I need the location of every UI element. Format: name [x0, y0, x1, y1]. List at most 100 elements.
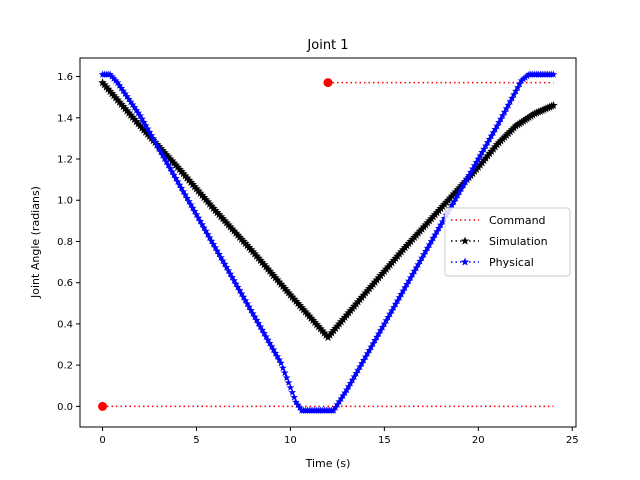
data-point-simulation [244, 243, 254, 252]
data-point-simulation [102, 82, 111, 91]
data-point-simulation [145, 131, 154, 140]
data-point-physical [228, 273, 236, 281]
data-point-physical [187, 200, 195, 209]
data-point-simulation [248, 247, 258, 256]
data-point-simulation [549, 100, 558, 110]
legend-marker-physical [460, 257, 470, 266]
y-tick-label: 1.2 [57, 155, 73, 166]
data-point-simulation [105, 86, 115, 96]
x-tick-label: 0 [99, 435, 105, 446]
data-point-physical [166, 164, 174, 172]
data-point-physical [188, 204, 197, 212]
data-point-physical [172, 174, 180, 182]
y-tick-label: 0.6 [57, 278, 73, 289]
data-point-simulation [286, 290, 295, 299]
data-point-physical [162, 157, 171, 166]
series-physical [98, 70, 558, 414]
data-point-physical [140, 118, 148, 126]
data-point-simulation [124, 108, 134, 117]
data-point-simulation [519, 116, 528, 125]
data-point-simulation [256, 255, 265, 265]
data-point-physical [121, 89, 129, 97]
data-point-simulation [210, 206, 220, 215]
data-point-physical [202, 227, 210, 235]
data-point-physical [141, 121, 150, 129]
legend-marker-simulation [460, 236, 470, 245]
data-point-physical [115, 81, 124, 89]
data-point-physical [512, 87, 520, 95]
data-point-physical [284, 378, 293, 386]
data-point-physical [220, 260, 229, 268]
data-point-simulation [169, 158, 179, 167]
data-point-physical [245, 303, 253, 311]
data-point-physical [211, 243, 220, 251]
data-point-physical [198, 220, 206, 228]
data-point-physical [177, 184, 186, 192]
data-point-physical [147, 131, 156, 139]
data-point-physical [498, 111, 507, 119]
data-point-physical [215, 250, 223, 258]
data-point-physical [267, 342, 276, 350]
data-point-physical [158, 151, 167, 159]
x-axis: 0 5 10 15 20 25 [99, 427, 579, 446]
chart-title: Joint 1 [306, 38, 348, 53]
data-point-simulation [199, 193, 209, 202]
data-point-simulation [111, 93, 120, 102]
data-point-simulation [241, 239, 250, 248]
data-point-simulation [135, 121, 145, 130]
data-point-physical [265, 339, 274, 347]
data-point-simulation [218, 214, 228, 223]
data-point-physical [239, 293, 248, 301]
data-point-physical [510, 90, 518, 98]
data-point-simulation [139, 125, 149, 134]
series-command [98, 78, 554, 411]
data-point-simulation [205, 199, 214, 208]
x-tick-label: 15 [378, 435, 391, 446]
data-point-physical [277, 359, 285, 367]
data-point-physical [258, 326, 267, 334]
data-point-physical [504, 101, 513, 109]
data-point-physical [132, 106, 141, 114]
data-point-simulation [269, 271, 278, 280]
data-point-simulation [319, 328, 329, 337]
data-point-simulation [284, 288, 293, 297]
data-point-physical [292, 398, 300, 406]
data-point-physical [506, 97, 515, 105]
data-point-simulation [231, 228, 241, 237]
data-point-simulation [132, 117, 141, 126]
data-point-simulation [511, 121, 521, 130]
data-point-physical [515, 80, 524, 88]
y-tick-label: 0.8 [57, 237, 73, 248]
data-point-physical [250, 312, 259, 321]
data-point-physical [155, 144, 163, 152]
data-point-physical [521, 73, 530, 81]
data-point-physical [256, 322, 265, 331]
data-point-physical [168, 167, 176, 176]
data-point-simulation [158, 146, 167, 155]
data-point-simulation [517, 117, 526, 126]
x-tick-label: 5 [193, 435, 199, 446]
data-point-simulation [267, 268, 276, 278]
y-tick-label: 1.6 [57, 72, 73, 83]
data-point-physical [247, 306, 255, 314]
data-point-simulation [177, 167, 186, 176]
data-point-physical [249, 309, 257, 317]
data-point-simulation [274, 277, 284, 286]
data-point-simulation [250, 249, 260, 258]
data-point-physical [290, 393, 298, 401]
legend-label-simulation: Simulation [489, 235, 548, 248]
data-point-simulation [239, 236, 248, 246]
data-point-simulation [109, 91, 119, 100]
data-point-simulation [261, 262, 271, 271]
data-point-simulation [203, 197, 213, 206]
data-point-physical [183, 194, 191, 202]
data-point-physical [508, 94, 516, 102]
y-tick-label: 0.2 [57, 361, 73, 372]
data-point-simulation [209, 203, 218, 213]
data-point-simulation [312, 320, 322, 329]
data-point-physical [203, 230, 212, 238]
data-point-simulation [201, 195, 211, 204]
data-point-simulation [271, 273, 280, 282]
data-point-physical [513, 83, 522, 91]
axes-frame [79, 57, 577, 428]
